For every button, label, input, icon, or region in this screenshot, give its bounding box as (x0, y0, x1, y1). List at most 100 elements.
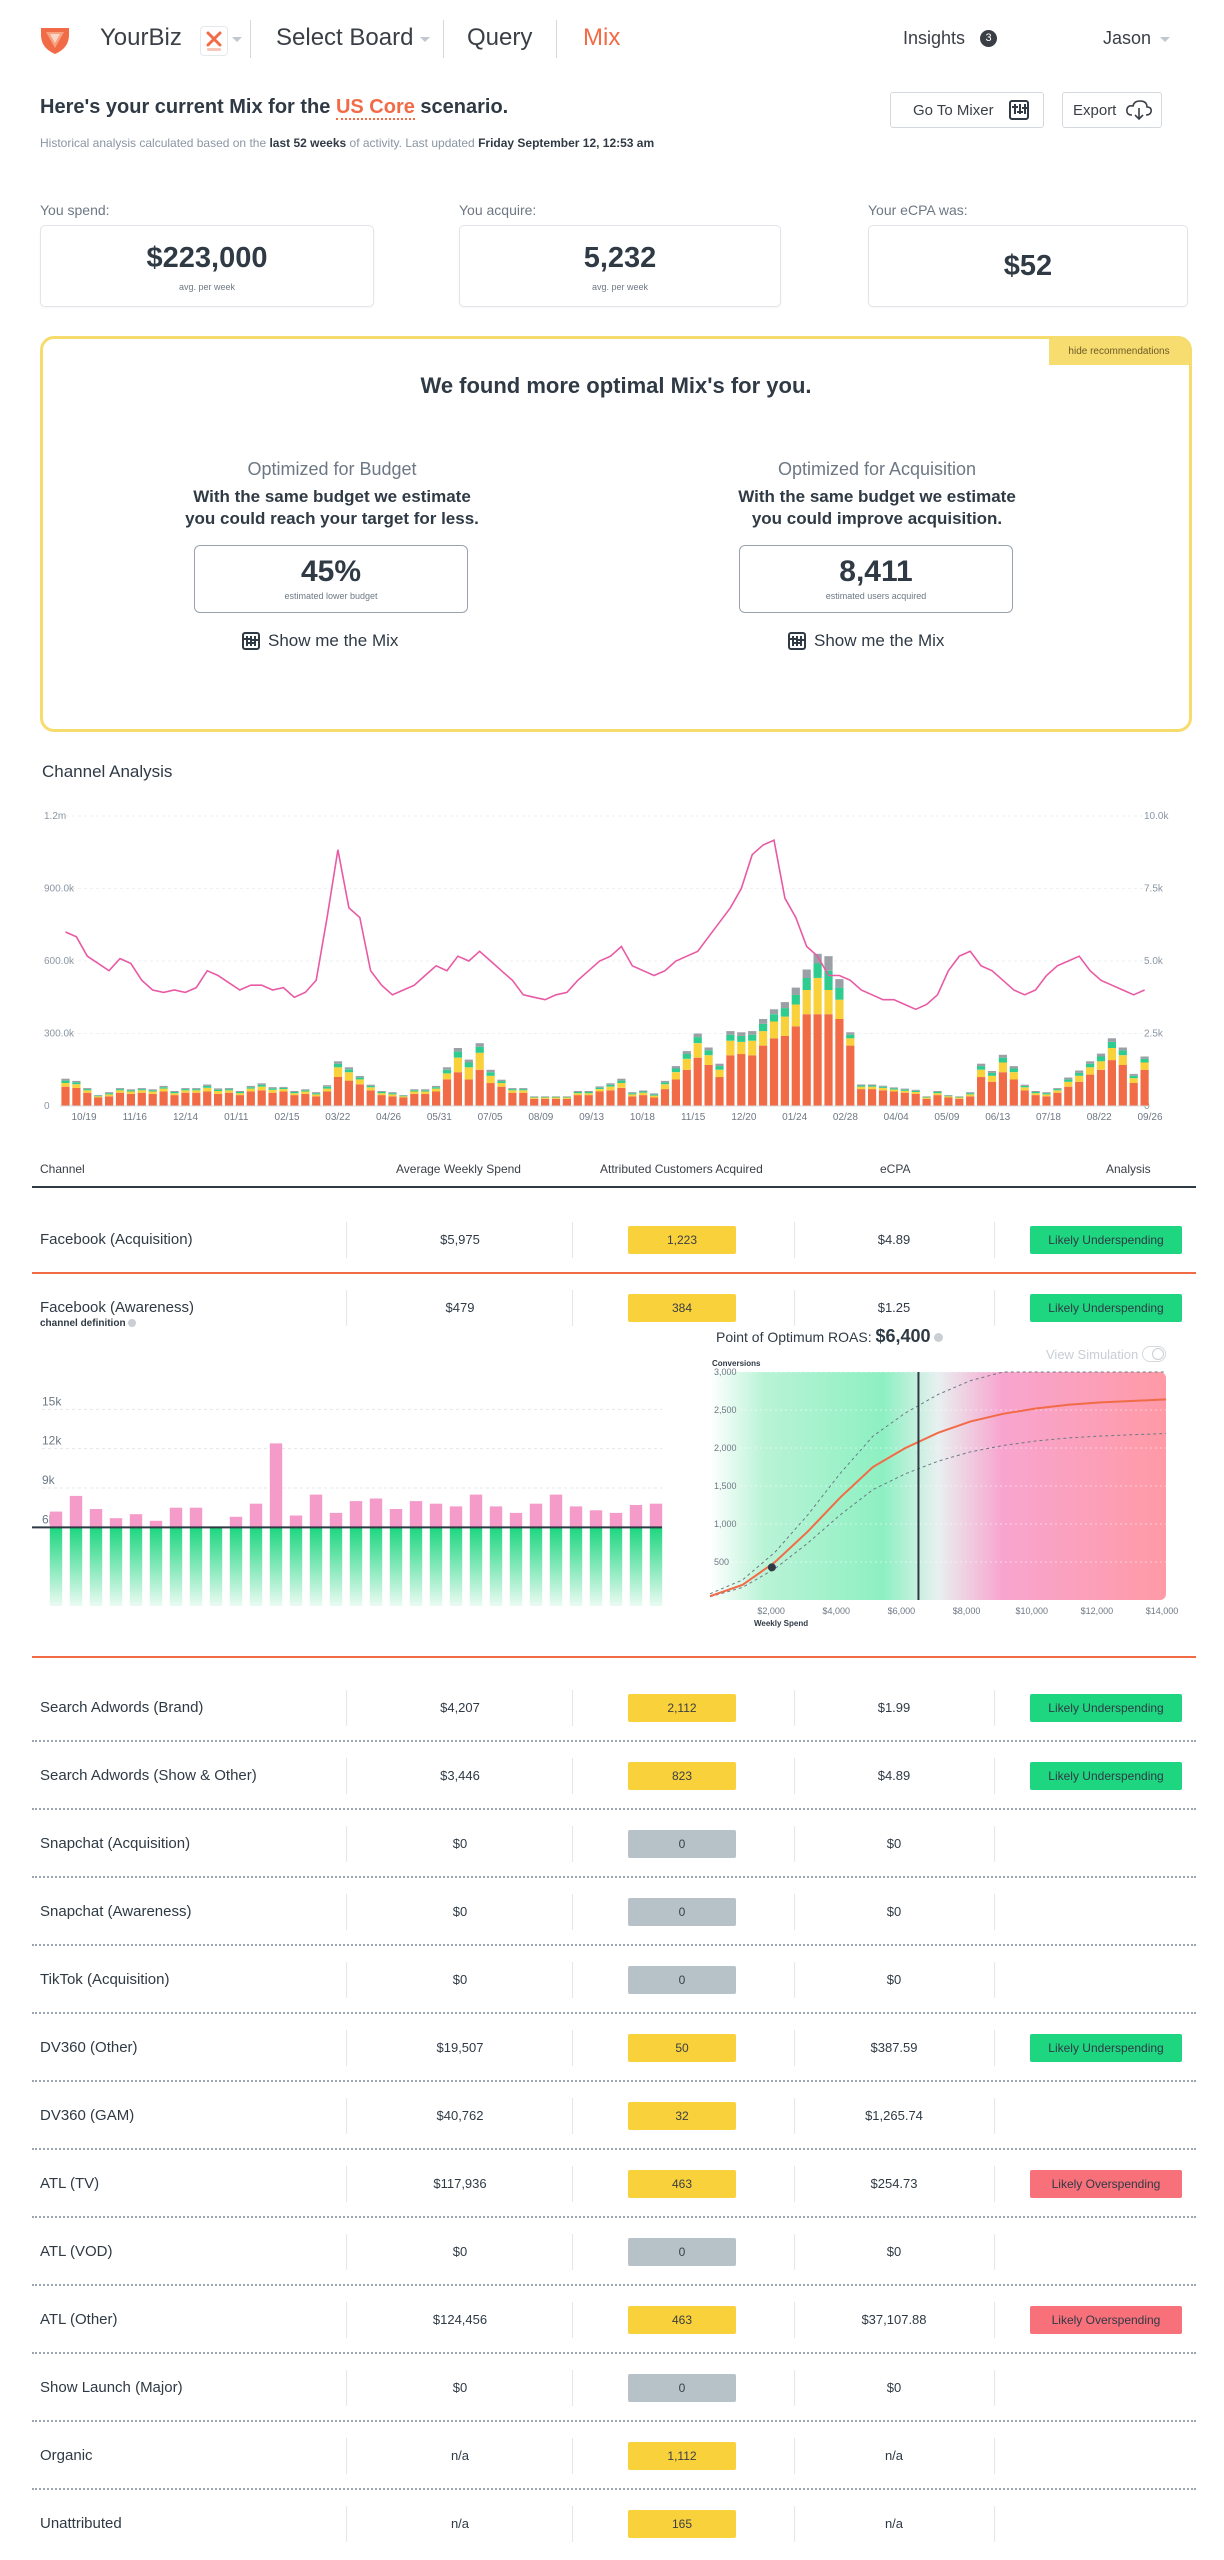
channel-name[interactable]: ATL (VOD) (40, 2243, 113, 2260)
stacked-bar-segment (966, 1094, 975, 1097)
analysis-badge[interactable]: Likely Underspending (1030, 1294, 1182, 1322)
stacked-bar-segment (726, 1034, 735, 1041)
baseline-bar (89, 1527, 103, 1606)
acquisition-option: Optimized for Acquisition With the same … (707, 459, 1047, 530)
user-chevron-down-icon[interactable] (1160, 37, 1170, 42)
stacked-bar-segment (181, 1088, 190, 1090)
stacked-bar-segment (170, 1095, 179, 1106)
analysis-badge[interactable]: Likely Underspending (1030, 1694, 1182, 1722)
stacked-bar-segment (857, 1089, 866, 1106)
insights-link[interactable]: Insights (903, 28, 966, 48)
channel-name[interactable]: Facebook (Awareness) (40, 1299, 194, 1316)
recommendation-panel: hide recommendations We found more optim… (40, 336, 1192, 732)
stacked-bar-segment (333, 1067, 343, 1077)
analysis-badge[interactable]: Likely Underspending (1030, 1762, 1182, 1790)
excess-bar (89, 1509, 103, 1528)
info-icon[interactable] (128, 1319, 137, 1327)
channel-name[interactable]: DV360 (Other) (40, 2039, 138, 2056)
view-simulation-toggle[interactable]: View Simulation (1046, 1346, 1166, 1362)
stacked-bar-segment (344, 1080, 353, 1106)
show-acquisition-mix-button[interactable]: Show me the Mix (788, 631, 944, 651)
show-budget-mix-button[interactable]: Show me the Mix (242, 631, 398, 651)
stacked-bar-segment (355, 1077, 364, 1080)
stacked-bar-segment (388, 1092, 397, 1094)
row-divider (32, 1876, 1196, 1878)
analysis-badge[interactable]: Likely Overspending (1030, 2306, 1182, 2334)
analysis-badge[interactable]: Likely Underspending (1030, 1226, 1182, 1254)
x-tick: 09/13 (579, 1112, 604, 1123)
channel-name[interactable]: ATL (TV) (40, 2175, 100, 2192)
avg-weekly-spend: n/a (450, 2516, 470, 2531)
workspace-badge[interactable] (200, 26, 228, 56)
stacked-bar-segment (192, 1092, 201, 1106)
stacked-bar-segment (1053, 1090, 1062, 1093)
cloud-download-icon (1126, 100, 1152, 121)
stacked-bar-segment (453, 1048, 462, 1052)
stacked-bar-segment (170, 1091, 179, 1092)
customers-acquired-badge: 1,223 (628, 1226, 736, 1254)
channel-name[interactable]: Organic (40, 2447, 93, 2464)
analysis-badge[interactable]: Likely Underspending (1030, 2034, 1182, 2062)
analysis-badge[interactable]: Likely Overspending (1030, 2170, 1182, 2198)
x-tick: 04/04 (884, 1112, 909, 1123)
stacked-bar-segment (83, 1090, 92, 1093)
channel-name[interactable]: Unattributed (40, 2515, 122, 2532)
stacked-bar-segment (432, 1087, 441, 1089)
nav-mix[interactable]: Mix (583, 24, 621, 51)
channel-name[interactable]: Search Adwords (Show & Other) (40, 1767, 257, 1784)
channel-name[interactable]: Facebook (Acquisition) (40, 1231, 193, 1248)
nav-select-board[interactable]: Select Board (276, 24, 414, 51)
channel-name[interactable]: ATL (Other) (40, 2311, 118, 2328)
channel-name[interactable]: Search Adwords (Brand) (40, 1699, 204, 1716)
stacked-bar-segment (377, 1092, 386, 1094)
stacked-bar-segment (726, 1055, 735, 1107)
channel-name[interactable]: TikTok (Acquisition) (40, 1971, 170, 1988)
row-divider (32, 2080, 1196, 2082)
hide-recommendations-button[interactable]: hide recommendations (1049, 339, 1189, 365)
budget-option: Optimized for Budget With the same budge… (162, 459, 502, 530)
baseline-bar (469, 1527, 483, 1606)
nav-query[interactable]: Query (467, 24, 533, 51)
export-button[interactable]: Export (1062, 92, 1162, 128)
stacked-bar-segment (715, 1063, 724, 1067)
insights-count-badge[interactable]: 3 (980, 30, 997, 47)
x-tick: 10/18 (630, 1112, 655, 1123)
stacked-bar-segment (1020, 1087, 1029, 1091)
excess-bar (529, 1503, 543, 1528)
channel-name[interactable]: Snapchat (Awareness) (40, 1903, 192, 1920)
info-icon[interactable] (934, 1333, 944, 1342)
y-right-tick: 5.0k (1144, 956, 1164, 967)
avg-weekly-spend: $0 (452, 2380, 468, 2395)
workspace-chevron-down-icon[interactable] (232, 37, 242, 42)
x-tick: 04/26 (376, 1112, 401, 1123)
user-menu[interactable]: Jason (1103, 28, 1152, 48)
stacked-bar-segment (1107, 1060, 1116, 1106)
budget-option-title: Optimized for Budget (247, 459, 417, 479)
stacked-bar-segment (508, 1090, 517, 1093)
brand-name[interactable]: YourBiz (100, 24, 182, 51)
brand-logo-icon[interactable] (38, 22, 72, 56)
x-tick: 06/13 (985, 1112, 1010, 1123)
select-board-chevron-down-icon[interactable] (420, 37, 430, 42)
stacked-bar-segment (399, 1095, 408, 1097)
stacked-bar-segment (628, 1093, 637, 1095)
channel-name[interactable]: DV360 (GAM) (40, 2107, 135, 2124)
ecpa-value: n/a (884, 2448, 904, 2463)
y-axis-label: Conversions (712, 1360, 761, 1368)
stacked-bar-segment (551, 1096, 561, 1098)
stacked-bar-segment (1118, 1050, 1127, 1056)
baseline-bar (169, 1527, 183, 1606)
stacked-bar-segment (715, 1066, 724, 1070)
stacked-bar-segment (246, 1088, 255, 1092)
stacked-bar-segment (824, 1014, 833, 1106)
stacked-bar-segment (813, 963, 822, 978)
scenario-link[interactable]: US Core (335, 96, 415, 120)
channel-name[interactable]: Snapchat (Acquisition) (40, 1835, 191, 1852)
go-to-mixer-button[interactable]: Go To Mixer (890, 92, 1044, 128)
y-left-tick: 1.2m (44, 811, 66, 822)
excess-bar (349, 1501, 363, 1528)
simulation-switch[interactable] (1141, 1346, 1166, 1362)
stacked-bar-segment (977, 1069, 986, 1078)
channel-name[interactable]: Show Launch (Major) (40, 2379, 183, 2396)
stacked-bar-segment (399, 1095, 408, 1096)
